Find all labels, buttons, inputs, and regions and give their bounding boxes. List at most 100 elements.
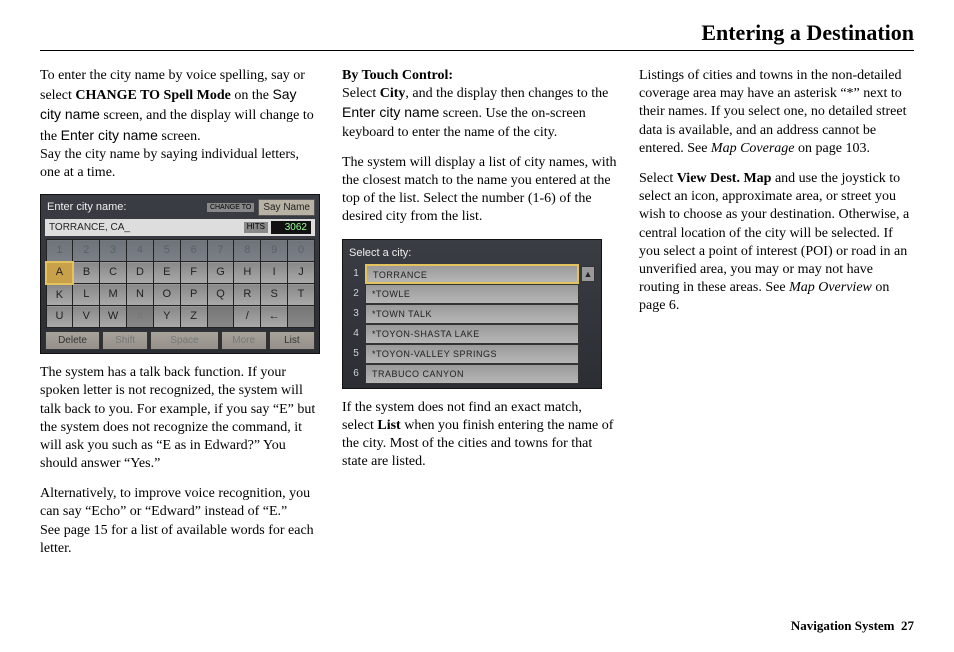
columns: To enter the city name by voice spelling… [40, 67, 914, 570]
col2-para3: If the system does not find an exact mat… [342, 399, 617, 472]
key-e[interactable]: E [153, 262, 180, 284]
key-s[interactable]: S [261, 284, 288, 306]
key-g[interactable]: G [207, 262, 234, 284]
key-2[interactable]: 2 [73, 240, 100, 262]
key-p[interactable]: P [180, 284, 207, 306]
screen1-title: Enter city name: [45, 200, 203, 214]
col3-para1: Listings of cities and towns in the non-… [639, 67, 914, 158]
key-o[interactable]: O [153, 284, 180, 306]
city-item[interactable]: *TOWN TALK [365, 304, 579, 324]
delete-button[interactable]: Delete [45, 331, 100, 350]
key-m[interactable]: M [100, 284, 127, 306]
col3-para2: Select View Dest. Map and use the joysti… [639, 170, 914, 316]
text: See page 15 for a list of available word… [40, 523, 314, 556]
key-j[interactable]: J [288, 262, 315, 284]
hits-label: HITS [244, 222, 268, 232]
key-7[interactable]: 7 [207, 240, 234, 262]
city-item[interactable]: TORRANCE [365, 264, 579, 284]
screen1-input-row: TORRANCE, CA_ HITS 3062 [45, 219, 315, 236]
key-a[interactable]: A [46, 262, 73, 284]
key-h[interactable]: H [234, 262, 261, 284]
bold-list: List [377, 418, 400, 433]
page-footer: Navigation System 27 [791, 618, 914, 634]
scroll-up-icon[interactable]: ▲ [581, 266, 595, 282]
key-d[interactable]: D [127, 262, 154, 284]
column-2: By Touch Control: Select City, and the d… [342, 67, 617, 570]
list-num: 2 [347, 284, 365, 304]
key-t[interactable]: T [288, 284, 315, 306]
key-r[interactable]: R [234, 284, 261, 306]
key-slash[interactable]: / [234, 306, 261, 328]
list-button[interactable]: List [269, 331, 315, 350]
text: Select [639, 171, 677, 186]
key-n[interactable]: N [127, 284, 154, 306]
keyboard: 1 2 3 4 5 6 7 8 9 0 A B C [45, 239, 315, 328]
select-city-screen: Select a city: 1 2 3 4 5 6 TORRANCE *TOW… [342, 239, 602, 389]
key-v[interactable]: V [73, 306, 100, 328]
space-button[interactable]: Space [150, 331, 218, 350]
kb-row-u: U V W X Y Z / ← [46, 306, 315, 328]
key-1[interactable]: 1 [46, 240, 73, 262]
list-num: 4 [347, 324, 365, 344]
city-item[interactable]: *TOWLE [365, 284, 579, 304]
city-list-nums: 1 2 3 4 5 6 [347, 264, 365, 384]
key-blank2 [288, 306, 315, 328]
col1-para3: Alternatively, to improve voice recognit… [40, 485, 320, 558]
bold-command: CHANGE TO Spell Mode [75, 88, 230, 103]
key-4[interactable]: 4 [127, 240, 154, 262]
screen1-title-row: Enter city name: CHANGE TO Say Name [45, 199, 315, 216]
col2-para2: The system will display a list of city n… [342, 154, 617, 227]
key-q[interactable]: Q [207, 284, 234, 306]
page-number: 27 [901, 618, 914, 633]
key-w[interactable]: W [100, 306, 127, 328]
screen-name: Enter city name [61, 127, 158, 143]
key-y[interactable]: Y [153, 306, 180, 328]
key-k[interactable]: K [46, 284, 73, 306]
city-list-items: TORRANCE *TOWLE *TOWN TALK *TOYON-SHASTA… [365, 264, 579, 384]
column-3: Listings of cities and towns in the non-… [639, 67, 914, 570]
list-num: 1 [347, 264, 365, 284]
city-input[interactable]: TORRANCE, CA_ [49, 221, 244, 234]
key-0[interactable]: 0 [288, 240, 315, 262]
key-back[interactable]: ← [261, 306, 288, 328]
key-x[interactable]: X [127, 306, 154, 328]
city-item[interactable]: *TOYON-VALLEY SPRINGS [365, 344, 579, 364]
key-l[interactable]: L [73, 284, 100, 306]
key-6[interactable]: 6 [180, 240, 207, 262]
say-name-button[interactable]: Say Name [258, 199, 315, 216]
key-9[interactable]: 9 [261, 240, 288, 262]
key-u[interactable]: U [46, 306, 73, 328]
screen2-title: Select a city: [347, 244, 597, 264]
text: and use the joystick to select an icon, … [639, 171, 909, 295]
by-touch-heading: By Touch Control: [342, 68, 453, 83]
col1-para2: The system has a talk back function. If … [40, 364, 320, 473]
key-8[interactable]: 8 [234, 240, 261, 262]
key-i[interactable]: I [261, 262, 288, 284]
key-3[interactable]: 3 [100, 240, 127, 262]
text: on the [231, 88, 273, 103]
page-title: Entering a Destination [40, 20, 914, 51]
city-item[interactable]: TRABUCO CANYON [365, 364, 579, 384]
key-z[interactable]: Z [180, 306, 207, 328]
key-c[interactable]: C [100, 262, 127, 284]
text: Select [342, 86, 380, 101]
column-1: To enter the city name by voice spelling… [40, 67, 320, 570]
hits-value: 3062 [271, 221, 311, 234]
key-5[interactable]: 5 [153, 240, 180, 262]
city-item[interactable]: *TOYON-SHASTA LAKE [365, 324, 579, 344]
footer-label: Navigation System [791, 618, 895, 633]
text: Alternatively, to improve voice recognit… [40, 486, 310, 519]
shift-button[interactable]: Shift [102, 331, 148, 350]
scroll-bar: ▲ [579, 264, 597, 384]
more-button[interactable]: More [221, 331, 267, 350]
kb-row-a: A B C D E F G H I J [46, 262, 315, 284]
key-blank [207, 306, 234, 328]
manual-page: Entering a Destination To enter the city… [0, 0, 954, 652]
italic-ref: Map Coverage [711, 141, 795, 156]
screen-name: Enter city name [342, 104, 439, 120]
key-f[interactable]: F [180, 262, 207, 284]
bold-viewdest: View Dest. Map [677, 171, 772, 186]
kb-row-nums: 1 2 3 4 5 6 7 8 9 0 [46, 240, 315, 262]
key-b[interactable]: B [73, 262, 100, 284]
list-num: 3 [347, 304, 365, 324]
